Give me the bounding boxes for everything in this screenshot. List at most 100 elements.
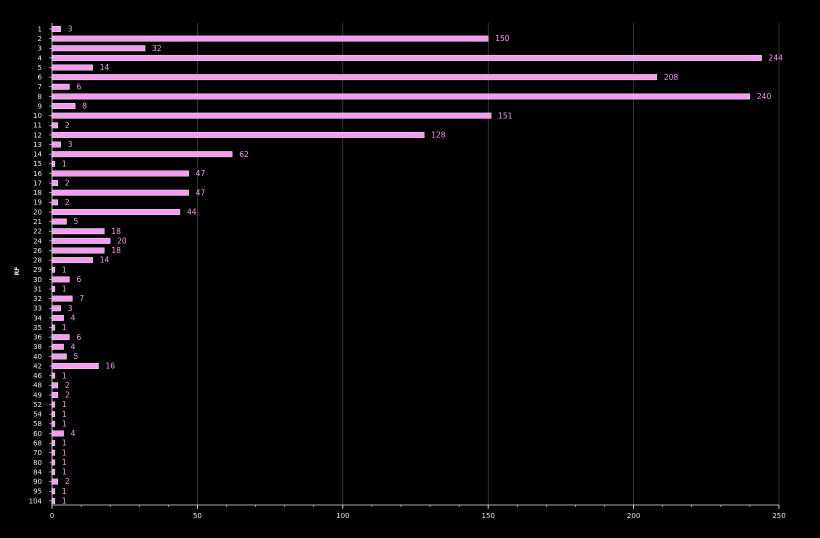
- bar-value-label: 1: [62, 400, 67, 409]
- y-tick-label: 58: [33, 420, 42, 428]
- x-tick-label: 50: [193, 512, 202, 520]
- bar-value-label: 47: [196, 169, 206, 178]
- y-tick-label: 9: [38, 102, 42, 110]
- bar-value-label: 14: [100, 63, 110, 72]
- bar-value-label: 1: [62, 448, 67, 457]
- y-tick-label: 21: [33, 218, 42, 226]
- y-axis-title: RF: [14, 267, 21, 276]
- y-tick-label: 40: [33, 353, 42, 361]
- bar-value-label: 3: [68, 304, 73, 313]
- bar: [51, 257, 93, 264]
- y-tick-label: 8: [38, 93, 42, 101]
- bar-value-label: 1: [62, 371, 67, 380]
- data-labels: 3150322441420862408151212836214724724451…: [62, 25, 783, 506]
- bar-value-label: 18: [111, 227, 121, 236]
- y-tick-label: 5: [38, 64, 42, 72]
- bar: [51, 209, 181, 215]
- y-tick-label: 7: [38, 83, 42, 91]
- y-tick-labels: 1234567891011121314151617181920212224262…: [29, 25, 43, 505]
- bar: [51, 411, 56, 418]
- grid-lines: [197, 23, 780, 505]
- bar: [51, 45, 146, 52]
- bar: [51, 459, 56, 466]
- bar-value-label: 1: [62, 487, 67, 496]
- bar: [51, 430, 64, 437]
- bar: [51, 237, 111, 244]
- bar: [51, 228, 105, 235]
- bar-value-label: 2: [65, 179, 70, 188]
- bar-value-label: 1: [62, 159, 67, 168]
- bar: [51, 488, 56, 495]
- bar: [51, 343, 64, 350]
- bar: [51, 314, 64, 321]
- y-tick-label: 11: [33, 122, 42, 130]
- y-tick-label: 2: [38, 35, 42, 43]
- y-tick-label: 36: [33, 334, 42, 342]
- bar-value-label: 1: [62, 285, 67, 294]
- bar-value-label: 32: [152, 44, 162, 53]
- bar: [51, 122, 59, 129]
- bar: [51, 286, 56, 292]
- y-tick-label: 104: [29, 497, 43, 505]
- bar: [51, 276, 70, 283]
- y-tick-label: 12: [33, 131, 42, 139]
- bar: [51, 295, 73, 302]
- y-tick-label: 22: [33, 228, 42, 236]
- bar: [51, 151, 233, 158]
- x-tick-label: 250: [772, 512, 785, 520]
- bar-value-label: 1: [62, 323, 67, 332]
- bar: [51, 26, 61, 32]
- bar-value-label: 3: [68, 25, 73, 34]
- y-tick-label: 32: [33, 295, 42, 303]
- y-tick-label: 95: [33, 488, 42, 496]
- bar: [51, 170, 189, 177]
- bar: [51, 305, 61, 312]
- y-tick-label: 38: [33, 343, 42, 351]
- bars: [51, 26, 762, 504]
- bar-value-label: 208: [664, 73, 679, 82]
- bar-value-label: 18: [111, 246, 121, 255]
- y-tick-label: 14: [33, 151, 42, 159]
- bar-value-label: 2: [65, 198, 70, 207]
- bar: [51, 334, 70, 341]
- y-tick-label: 17: [33, 179, 42, 187]
- x-tick-labels: 0 50 100 150 200 250: [50, 512, 786, 520]
- bar-value-label: 47: [196, 188, 206, 197]
- bar: [51, 160, 56, 167]
- bar: [51, 180, 59, 187]
- bar: [51, 391, 59, 398]
- y-tick-label: 46: [33, 372, 42, 380]
- x-tick-label: 150: [482, 512, 495, 520]
- bar-value-label: 20: [117, 236, 127, 245]
- bar-value-label: 16: [106, 362, 116, 371]
- bar: [51, 324, 56, 331]
- y-tick-label: 70: [33, 449, 42, 457]
- bar-value-label: 6: [76, 275, 81, 284]
- y-tick-label: 26: [33, 247, 42, 255]
- bar-value-label: 14: [100, 256, 110, 265]
- bar: [51, 218, 67, 225]
- y-tick-label: 28: [33, 257, 42, 265]
- bar: [51, 372, 56, 379]
- bar-value-label: 240: [757, 92, 772, 101]
- bar-value-label: 1: [62, 439, 67, 448]
- bar-value-label: 1: [62, 496, 67, 505]
- x-tick-label: 100: [336, 512, 349, 520]
- y-tick-label: 18: [33, 189, 42, 197]
- bar: [51, 478, 59, 485]
- bar-value-label: 4: [71, 429, 76, 438]
- bar: [51, 189, 189, 196]
- y-tick-label: 35: [33, 324, 42, 332]
- y-tick-label: 54: [33, 411, 42, 419]
- bar: [51, 141, 61, 148]
- bar: [51, 247, 105, 254]
- bar: [51, 469, 56, 475]
- bar-value-label: 128: [431, 131, 446, 140]
- bar-value-label: 1: [62, 410, 67, 419]
- bar: [51, 440, 56, 447]
- x-tick-label: 200: [627, 512, 640, 520]
- y-tick-label: 68: [33, 439, 42, 447]
- axes: [49, 23, 780, 509]
- bar-value-label: 4: [71, 342, 76, 351]
- y-tick-label: 33: [33, 305, 42, 313]
